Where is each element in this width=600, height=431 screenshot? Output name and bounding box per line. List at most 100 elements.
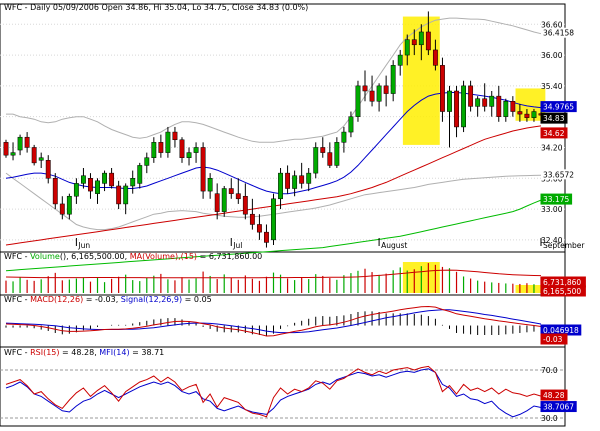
candle-body <box>271 198 276 241</box>
candle-body <box>102 172 107 184</box>
candle-body <box>461 85 466 128</box>
badge-ma-slow-bg <box>540 193 573 205</box>
badge-rsi-bg <box>540 389 568 401</box>
mfi-value: = 38.71 <box>130 348 165 357</box>
candle-body <box>447 90 452 112</box>
price-tick-label: 36.00 <box>541 51 563 60</box>
candle-body <box>411 39 417 46</box>
macd-prefix: WFC - <box>4 295 30 304</box>
macd-header: WFC - MACD(12,26) = -0.03, Signal(12,26,… <box>4 295 212 304</box>
macd-signal-line <box>5 309 542 334</box>
badge-mfi: 38.7067 <box>543 403 574 412</box>
badge-mfi-bg <box>540 401 577 413</box>
price-header: WFC - Daily 05/09/2006 Open 34.86, Hi 35… <box>4 3 308 12</box>
candle-body <box>130 178 136 187</box>
candle-body <box>348 116 354 133</box>
candle-body <box>235 193 241 200</box>
rsi-tick-label: 70.0 <box>541 366 558 375</box>
badge-rsi: 48.28 <box>543 391 565 400</box>
candle-body <box>207 178 213 192</box>
candle-body <box>362 85 368 92</box>
candle-body <box>425 31 431 51</box>
upper-bollinger-line <box>6 17 542 143</box>
volume-ma-label: MA(Volume),(15) <box>130 252 197 261</box>
candle-body <box>454 90 459 128</box>
badge-close: 34.83 <box>543 114 565 123</box>
volume-ma-value: = 6,731,860.00 <box>197 252 262 261</box>
mfi-label: MFI(14) <box>99 348 129 357</box>
candle-body <box>256 224 262 233</box>
candle-body <box>165 131 171 153</box>
price-tick-label: 36.60 <box>541 20 563 29</box>
candle-body <box>531 111 537 118</box>
candle-body <box>355 85 361 117</box>
candle-body <box>334 142 340 166</box>
rsi-tick-label: 30.0 <box>541 414 558 423</box>
candle-body <box>193 147 199 153</box>
candle-body <box>151 142 157 158</box>
candle-body <box>186 152 192 158</box>
macd-lines <box>5 305 542 337</box>
candle-body <box>482 98 488 107</box>
candle-body <box>221 188 227 212</box>
badge-volume-ma: 6,731,860 <box>543 278 581 287</box>
candle-body <box>313 147 319 174</box>
candle-body <box>440 65 445 112</box>
macd-line <box>5 305 542 337</box>
badge-ma-mid-bg <box>540 127 568 139</box>
candle-body <box>137 165 143 184</box>
month-label: August <box>381 241 407 250</box>
month-label: Jun <box>77 241 90 250</box>
macd-label: MACD(12,26) <box>30 295 83 304</box>
candle-body <box>390 65 396 94</box>
rsi-header: WFC - RSI(15) = 48.28, MFI(14) = 38.71 <box>4 348 164 357</box>
candle-body <box>95 180 100 194</box>
candle-body <box>496 95 502 117</box>
candle-body <box>404 39 410 56</box>
value-badges: 36.4158 34.9765 34.83 34.62 33.6572 33.175 6,7… <box>540 27 586 413</box>
badge-volume: 6,165,500 <box>543 287 581 296</box>
macd-value: = -0.03, <box>83 295 121 304</box>
candle-body <box>383 85 389 94</box>
price-tick-label: 33.00 <box>541 205 563 214</box>
candle-body <box>200 147 206 192</box>
rsi-line <box>5 365 542 418</box>
badge-upper-band-bg <box>541 27 577 38</box>
badge-macd: -0.03 <box>543 335 563 344</box>
candle-body <box>517 111 523 115</box>
candle-body <box>214 193 220 212</box>
candle-body <box>81 175 86 184</box>
candle-body <box>242 195 248 215</box>
candle-body <box>468 85 474 107</box>
badge-volume-bg <box>540 285 586 297</box>
mfi-line <box>5 368 542 418</box>
candle-body <box>45 160 51 179</box>
candle-body <box>179 139 185 158</box>
highlight-volume-september <box>515 285 546 293</box>
candle-body <box>418 31 424 46</box>
macd-signal-value: = 0.05 <box>182 295 212 304</box>
badge-ma-fast: 34.9765 <box>543 103 574 112</box>
candle-body <box>31 147 37 164</box>
badge-close-bg <box>540 112 568 124</box>
volume-value: (), 6,165,500.00, <box>60 252 130 261</box>
candle-body <box>524 113 530 118</box>
month-label: Jul <box>232 241 242 250</box>
rsi-label: RSI(15) <box>30 348 59 357</box>
badge-ma-mid: 34.62 <box>543 129 565 138</box>
badge-ma-slow: 33.175 <box>543 195 569 204</box>
candle-body <box>59 203 65 215</box>
badge-signal: 0.046918 <box>543 326 579 335</box>
candle-body <box>116 185 122 205</box>
candle-body <box>38 157 44 161</box>
candle-body <box>285 172 291 189</box>
candle-body <box>172 131 178 141</box>
candle-body <box>88 178 93 192</box>
candle-body <box>52 178 58 205</box>
price-panel <box>0 3 566 253</box>
volume-ma-line <box>5 269 542 279</box>
volume-label: Volume <box>30 252 60 261</box>
candle-body <box>503 101 509 117</box>
candle-body <box>489 95 495 107</box>
